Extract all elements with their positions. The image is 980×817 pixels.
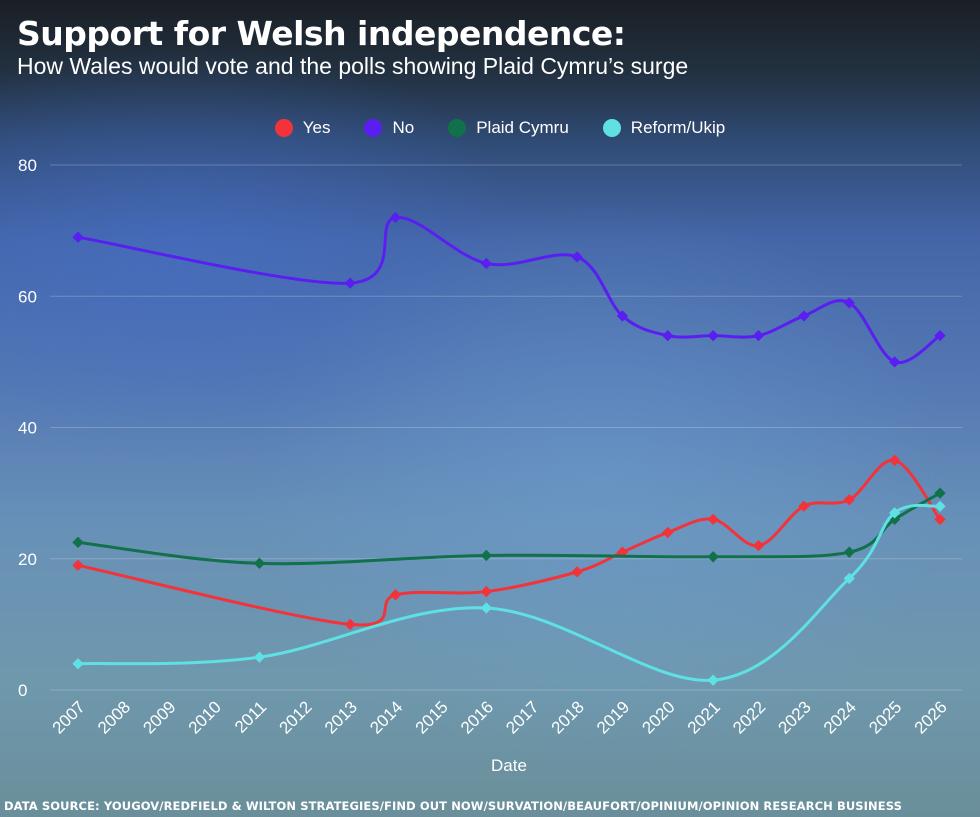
chart-subtitle: How Wales would vote and the polls showi…	[17, 53, 689, 79]
data-point-yes	[662, 526, 674, 539]
data-point-reform-ukip	[707, 674, 719, 686]
x-tick-label: 2022	[729, 697, 769, 737]
data-point-no	[571, 251, 583, 263]
legend-swatch	[448, 119, 467, 137]
legend-swatch	[274, 119, 293, 137]
legend-item-reform-ukip[interactable]: Reform/Ukip	[602, 118, 726, 138]
data-point-no	[72, 231, 84, 243]
data-point-no	[798, 310, 810, 322]
data-point-no	[662, 329, 674, 342]
y-tick-label: 20	[18, 550, 37, 569]
data-point-no	[752, 329, 765, 342]
data-point-no	[934, 329, 946, 342]
x-tick-label: 2008	[94, 697, 134, 737]
x-tick-label: 2007	[49, 697, 89, 737]
y-tick-label: 0	[18, 681, 27, 700]
legend-item-plaid-cymru[interactable]: Plaid Cymru	[448, 118, 569, 138]
x-tick-label: 2026	[911, 697, 951, 737]
x-axis-label: Date	[491, 756, 527, 775]
legend-swatch	[602, 119, 621, 137]
data-point-no	[707, 329, 719, 342]
x-tick-label: 2023	[775, 697, 815, 737]
x-tick-label: 2012	[275, 697, 315, 737]
x-tick-label: 2019	[593, 697, 633, 737]
y-tick-label: 40	[18, 419, 37, 438]
x-tick-label: 2016	[457, 697, 497, 737]
data-point-yes	[389, 589, 402, 601]
data-point-no	[888, 356, 901, 368]
legend-item-yes[interactable]: Yes	[274, 118, 331, 138]
data-point-no	[616, 310, 629, 322]
data-point-yes	[752, 539, 765, 552]
x-tick-label: 2013	[321, 697, 361, 737]
data-point-yes	[934, 513, 946, 526]
data-point-reform-ukip	[888, 507, 901, 519]
x-tick-label: 2025	[865, 697, 905, 737]
data-point-no	[480, 257, 492, 270]
data-point-reform-ukip	[253, 651, 266, 663]
legend-swatch	[364, 119, 383, 137]
data-point-yes	[707, 513, 719, 526]
data-point-reform-ukip	[72, 658, 84, 670]
data-point-plaid-cymru	[253, 557, 266, 570]
data-point-plaid-cymru	[707, 551, 719, 563]
x-tick-label: 2015	[412, 697, 452, 737]
x-tick-label: 2011	[231, 697, 270, 736]
legend-label: Yes	[302, 118, 331, 137]
data-point-no	[389, 211, 402, 224]
y-tick-label: 60	[18, 287, 37, 306]
data-point-yes	[843, 494, 855, 506]
data-point-plaid-cymru	[843, 546, 855, 558]
data-point-reform-ukip	[843, 572, 855, 585]
x-tick-label: 2017	[502, 697, 542, 737]
x-tick-label: 2009	[139, 697, 179, 737]
data-point-yes	[798, 500, 810, 512]
data-point-yes	[571, 566, 583, 578]
x-tick-label: 2014	[366, 697, 406, 737]
data-point-plaid-cymru	[934, 487, 946, 499]
series-line-reform-ukip	[77, 503, 941, 682]
chart-title: Support for Welsh independence:	[17, 14, 626, 53]
data-point-reform-ukip	[480, 602, 492, 614]
y-tick-label: 80	[18, 156, 37, 175]
data-point-reform-ukip	[934, 500, 946, 512]
legend-label: Reform/Ukip	[630, 118, 726, 137]
x-tick-label: 2010	[185, 697, 225, 737]
data-point-plaid-cymru	[72, 536, 84, 549]
data-point-yes	[480, 585, 492, 598]
data-point-plaid-cymru	[480, 549, 492, 562]
data-point-yes	[888, 454, 901, 466]
data-point-yes	[344, 618, 356, 631]
data-point-no	[344, 277, 356, 289]
series-line-yes	[77, 458, 942, 627]
data-point-no	[843, 297, 855, 309]
legend: Yes No Plaid Cymru Reform/Ukip	[0, 118, 980, 138]
data-point-yes	[72, 559, 84, 571]
data-source: DATA SOURCE: YOUGOV/REDFIELD & WILTON ST…	[4, 799, 902, 813]
series-line-no	[77, 215, 941, 365]
legend-label: Plaid Cymru	[476, 118, 569, 137]
legend-label: No	[392, 118, 415, 137]
x-tick-label: 2024	[820, 697, 860, 737]
x-tick-label: 2020	[638, 697, 678, 737]
x-tick-label: 2021	[684, 697, 724, 737]
legend-item-no[interactable]: No	[364, 118, 414, 138]
x-tick-label: 2018	[548, 697, 588, 737]
